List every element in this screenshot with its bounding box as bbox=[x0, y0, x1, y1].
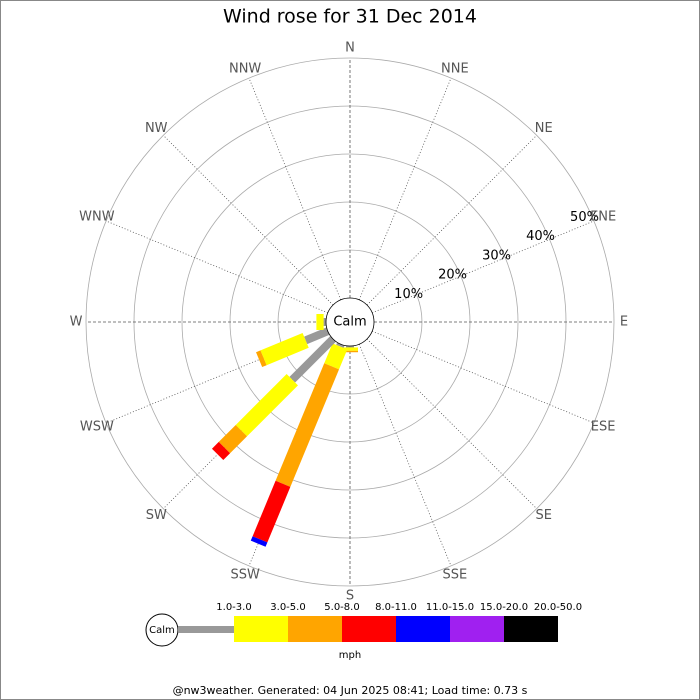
direction-label: SSW bbox=[230, 568, 260, 583]
legend-unit: mph bbox=[339, 650, 361, 661]
legend-swatch bbox=[178, 626, 234, 633]
legend-swatch bbox=[234, 616, 288, 642]
bar-segment bbox=[218, 424, 248, 454]
r-tick-label: 10% bbox=[394, 287, 423, 302]
direction-label: NE bbox=[535, 121, 553, 136]
bar-segment bbox=[275, 363, 340, 487]
bar-segment bbox=[324, 343, 348, 370]
r-tick-label: 40% bbox=[526, 229, 555, 244]
legend-swatch bbox=[396, 616, 450, 642]
grid-ring bbox=[85, 57, 615, 587]
direction-label: ENE bbox=[590, 210, 616, 225]
bar-segment bbox=[260, 332, 309, 366]
direction-label: E bbox=[620, 315, 628, 330]
spoke bbox=[372, 220, 595, 314]
legend-swatch bbox=[504, 616, 558, 642]
direction-label: NNW bbox=[229, 61, 261, 76]
bar-segment bbox=[289, 336, 336, 383]
bar-segment bbox=[211, 441, 231, 461]
r-tick-label: 20% bbox=[438, 268, 467, 283]
legend-label: 8.0-11.0 bbox=[375, 602, 417, 613]
calm-circle bbox=[325, 297, 375, 347]
bar-segment bbox=[304, 327, 330, 345]
spoke bbox=[163, 135, 334, 306]
r-tick-label: 30% bbox=[482, 248, 511, 263]
direction-label: ESE bbox=[591, 419, 616, 434]
direction-label: WNW bbox=[79, 210, 115, 225]
direction-label: WSW bbox=[80, 419, 114, 434]
bar-segment bbox=[252, 480, 291, 543]
legend-label: 1.0-3.0 bbox=[216, 602, 251, 613]
bar-segment bbox=[235, 374, 298, 437]
legend-label: 11.0-15.0 bbox=[426, 602, 474, 613]
bar-segment bbox=[250, 536, 268, 547]
direction-label: N bbox=[345, 41, 355, 56]
legend-label: 15.0-20.0 bbox=[480, 602, 528, 613]
direction-label: SSE bbox=[442, 568, 467, 583]
spoke bbox=[366, 338, 537, 509]
direction-label: W bbox=[70, 315, 83, 330]
legend-calm-label: Calm bbox=[149, 625, 175, 636]
legend-swatch bbox=[342, 616, 396, 642]
grid-ring bbox=[181, 153, 519, 491]
bar-segment bbox=[256, 350, 267, 368]
direction-label: SE bbox=[536, 508, 552, 523]
legend-label: 20.0-50.0 bbox=[534, 602, 582, 613]
legend-label: 5.0-8.0 bbox=[324, 602, 359, 613]
spoke bbox=[366, 135, 537, 306]
direction-label: S bbox=[346, 589, 354, 604]
direction-label: SW bbox=[146, 508, 167, 523]
spoke bbox=[358, 344, 452, 567]
calm-label: Calm bbox=[333, 315, 366, 330]
spoke bbox=[105, 220, 328, 314]
spoke bbox=[358, 77, 452, 300]
direction-label: NNE bbox=[441, 61, 469, 76]
spoke bbox=[372, 330, 595, 424]
legend-swatch bbox=[288, 616, 342, 642]
chart-title: Wind rose for 31 Dec 2014 bbox=[223, 6, 477, 28]
direction-label: NW bbox=[145, 121, 168, 136]
footer: @nw3weather. Generated: 04 Jun 2025 08:4… bbox=[173, 684, 528, 697]
legend-label: 3.0-5.0 bbox=[270, 602, 305, 613]
spoke bbox=[248, 77, 342, 300]
r-tick-label: 50% bbox=[570, 210, 599, 225]
legend-swatch bbox=[450, 616, 504, 642]
